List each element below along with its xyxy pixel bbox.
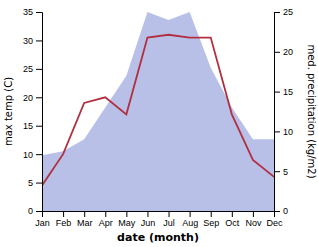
tick-label: 25 (23, 64, 33, 74)
tick-label: 10 (283, 127, 293, 137)
tick-label: Oct (225, 218, 240, 228)
tick: 5 (274, 167, 288, 177)
tick: 0 (274, 206, 288, 216)
tick-mark (105, 211, 106, 217)
tick-label: 15 (283, 87, 293, 97)
tick-mark (274, 12, 280, 13)
y2-axis: 0 5 10 15 20 25 (274, 7, 293, 216)
tick: Aug (182, 211, 198, 228)
tick-mark (36, 69, 42, 70)
tick: Jul (163, 211, 175, 228)
line (42, 35, 274, 186)
tick-mark (274, 52, 280, 53)
tick: Feb (56, 211, 72, 228)
tick-mark (190, 211, 191, 217)
tick-label: Mar (77, 218, 93, 228)
tick: 25 (274, 7, 293, 17)
axis-line (43, 212, 275, 218)
tick: Jun (141, 211, 156, 228)
tick-mark (211, 211, 212, 217)
tick-label: Apr (99, 218, 113, 228)
tick: 10 (274, 127, 293, 137)
tick-label: 5 (28, 178, 33, 188)
tick-mark (274, 131, 280, 132)
tick: Apr (99, 211, 113, 228)
tick: 10 (23, 150, 42, 160)
area (42, 12, 274, 211)
axis-line (275, 13, 281, 212)
tick-mark (36, 126, 42, 127)
tick-label: 20 (23, 93, 33, 103)
tick-label: 5 (283, 167, 288, 177)
tick: 5 (28, 178, 42, 188)
tick-mark (169, 211, 170, 217)
tick: Mar (77, 211, 93, 228)
tick-mark (36, 97, 42, 98)
tick-mark (36, 40, 42, 41)
tick: 35 (23, 7, 42, 17)
tick: Jan (35, 211, 50, 228)
x-axis: Jan Feb Mar Apr May Jun Jul Aug Sep Oct Nov Dec (35, 211, 283, 228)
tick: 0 (28, 206, 42, 216)
tick-mark (36, 12, 42, 13)
plot-area: JanFebMarAprMayJunJulAugSepOctNovDec0510… (23, 7, 293, 228)
tick-label: Feb (56, 218, 72, 228)
tick-mark (274, 211, 280, 212)
tick-label: 35 (23, 7, 33, 17)
tick-label: Jan (35, 218, 50, 228)
tick-label: 0 (28, 206, 33, 216)
y-axis-title: max temp (C) (3, 77, 14, 146)
chart: JanFebMarAprMayJunJulAugSepOctNovDec0510… (0, 0, 318, 247)
tick-label: Jun (141, 218, 156, 228)
tick-mark (84, 211, 85, 217)
marks (42, 12, 274, 211)
tick-label: 10 (23, 150, 33, 160)
tick: 15 (274, 87, 293, 97)
tick-mark (274, 171, 280, 172)
y-axis: 0 5 10 15 20 25 30 35 (23, 7, 43, 216)
axis-line (36, 13, 43, 212)
tick-mark (63, 211, 64, 217)
tick-mark (147, 211, 148, 217)
y2-axis-title: med. precipitation (kg/m2) (306, 44, 317, 178)
tick: Nov (245, 211, 262, 228)
tick: May (118, 211, 136, 228)
tick-mark (36, 211, 42, 212)
tick-mark (274, 92, 280, 93)
tick: 20 (274, 47, 293, 57)
tick: Oct (225, 211, 240, 228)
tick-label: 0 (283, 206, 288, 216)
tick: 30 (23, 36, 42, 46)
tick-label: 15 (23, 121, 33, 131)
tick: 25 (23, 64, 42, 74)
tick: 20 (23, 93, 42, 103)
tick: Sep (203, 211, 219, 228)
tick-mark (232, 211, 233, 217)
tick-label: May (118, 218, 136, 228)
tick-label: 30 (23, 36, 33, 46)
x-axis-title: date (month) (117, 231, 199, 244)
tick-label: 25 (283, 7, 293, 17)
tick: 15 (23, 121, 42, 131)
tick-label: 20 (283, 47, 293, 57)
tick-mark (36, 154, 42, 155)
tick-mark (36, 183, 42, 184)
tick-label: Nov (245, 218, 262, 228)
tick-mark (253, 211, 254, 217)
tick-mark (126, 211, 127, 217)
tick-label: Sep (203, 218, 219, 228)
tick: Dec (266, 211, 283, 228)
tick-label: Aug (182, 218, 198, 228)
tick-label: Jul (163, 218, 175, 228)
tick-label: Dec (266, 218, 283, 228)
